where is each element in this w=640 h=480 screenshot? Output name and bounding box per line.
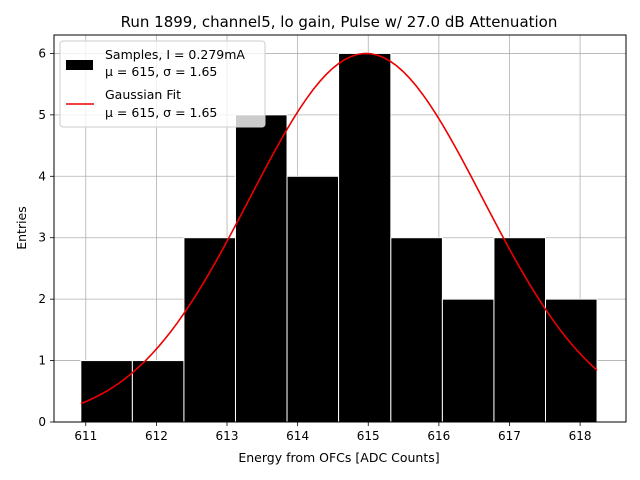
histogram-bar: [183, 237, 236, 423]
y-tick-label: 6: [38, 46, 46, 60]
y-tick-label: 0: [38, 415, 46, 429]
chart-title: Run 1899, channel5, lo gain, Pulse w/ 27…: [121, 13, 558, 31]
x-tick-label: 612: [145, 429, 168, 443]
y-tick-label: 5: [38, 108, 46, 122]
x-tick-label: 611: [74, 429, 97, 443]
y-tick-label: 3: [38, 231, 46, 245]
legend-box: [59, 40, 266, 128]
x-tick-label: 615: [357, 429, 380, 443]
gaussian-fit-line: [80, 52, 598, 405]
histogram-bar: [493, 237, 546, 423]
histogram-bar: [234, 114, 288, 423]
x-axis-label: Energy from OFCs [ADC Counts]: [238, 450, 439, 465]
histogram-bar: [338, 52, 392, 423]
histogram-bar: [390, 237, 443, 423]
x-tick-label: 617: [498, 429, 521, 443]
y-tick-label: 4: [38, 169, 46, 183]
histogram-bar: [544, 298, 598, 423]
legend-fit-label: Gaussian Fit: [105, 87, 181, 102]
legend-samples-stats: μ = 615, σ = 1.65: [105, 64, 217, 79]
x-tick-label: 613: [216, 429, 239, 443]
legend: Samples, I = 0.279mA μ = 615, σ = 1.65 G…: [59, 40, 266, 128]
x-tick-label: 618: [569, 429, 592, 443]
histogram-bar: [441, 298, 495, 423]
x-axis-ticks: 611 612 613 614 615 616 617 618: [74, 422, 592, 443]
legend-samples-swatch: [66, 60, 93, 70]
legend-fit-stats: μ = 615, σ = 1.65: [105, 105, 217, 120]
plot-frame: [53, 34, 627, 423]
histogram-bar: [131, 360, 185, 423]
y-tick-label: 2: [38, 292, 46, 306]
y-axis-ticks: 0 1 2 3 4 5 6: [38, 46, 54, 429]
x-tick-label: 616: [427, 429, 450, 443]
y-tick-label: 1: [38, 354, 46, 368]
y-axis-label: Entries: [14, 206, 29, 250]
legend-samples-label: Samples, I = 0.279mA: [105, 47, 245, 62]
histogram-bar: [286, 175, 340, 423]
histogram-bars: [80, 52, 598, 423]
x-tick-label: 614: [286, 429, 309, 443]
gaussian-fit-curve: [80, 52, 598, 405]
